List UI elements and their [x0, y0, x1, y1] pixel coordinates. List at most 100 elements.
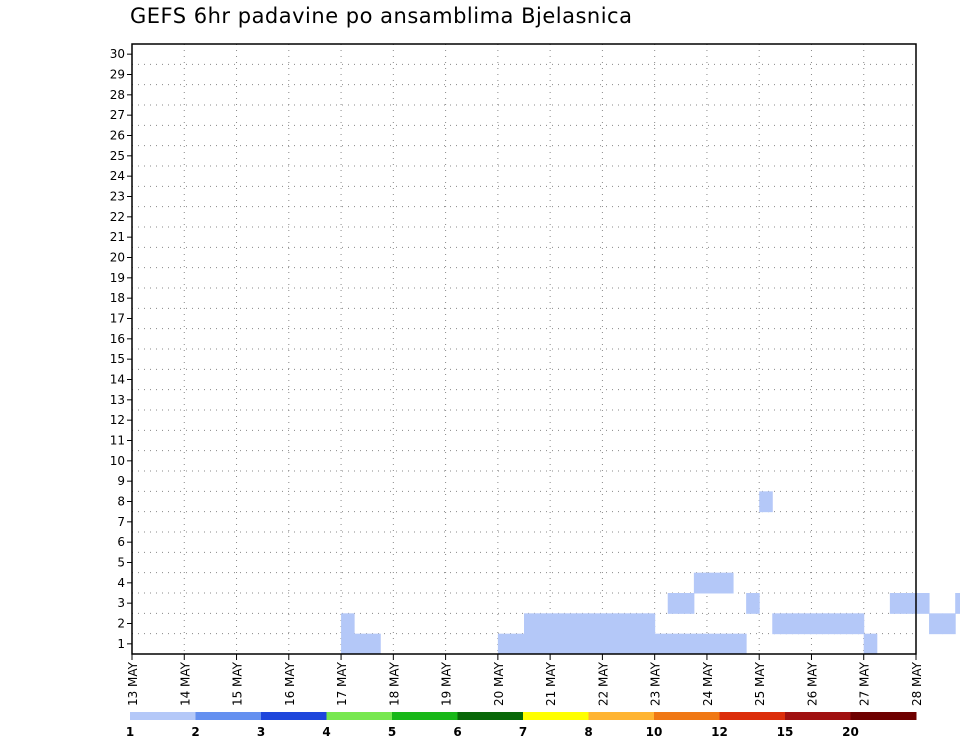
- y-tick-label: 29: [110, 68, 125, 82]
- y-tick-label: 9: [117, 474, 125, 488]
- colorbar-label: 20: [842, 725, 859, 739]
- heatmap-cell: [759, 491, 773, 513]
- heatmap-cell: [942, 613, 956, 635]
- y-tick-label: 10: [110, 454, 125, 468]
- heatmap-cell: [667, 593, 682, 614]
- x-tick-label: 22 MAY: [596, 661, 610, 706]
- heatmap-cell: [628, 633, 643, 655]
- heatmap-cell: [576, 613, 590, 635]
- colorbar-label: 7: [519, 725, 527, 739]
- colorbar-label: 5: [388, 725, 396, 739]
- y-tick-label: 7: [117, 515, 125, 529]
- heatmap-cell: [693, 572, 708, 594]
- heatmap-cell: [824, 613, 839, 635]
- y-tick-label: 20: [110, 251, 125, 265]
- heatmap-cell: [863, 633, 878, 655]
- colorbar-segment: [392, 712, 458, 720]
- y-tick-label: 21: [110, 230, 125, 244]
- heatmap-cell: [667, 633, 682, 655]
- y-tick-label: 3: [117, 596, 125, 610]
- y-tick-label: 26: [110, 129, 125, 143]
- x-tick-label: 16 MAY: [283, 661, 297, 706]
- colorbar-label: 4: [322, 725, 330, 739]
- y-tick-label: 11: [110, 434, 125, 448]
- x-tick-label: 15 MAY: [231, 661, 245, 706]
- colorbar-label: 10: [646, 725, 663, 739]
- y-tick-label: 17: [110, 312, 125, 326]
- heatmap-cell: [589, 613, 603, 635]
- heatmap-cell: [850, 613, 865, 635]
- y-tick-label: 5: [117, 556, 125, 570]
- y-tick-label: 2: [117, 617, 125, 631]
- x-tick-label: 14 MAY: [178, 661, 192, 706]
- y-tick-label: 25: [110, 149, 125, 163]
- heatmap-cell: [602, 613, 616, 635]
- heatmap-cell: [563, 633, 577, 655]
- heatmap-cell: [811, 613, 826, 635]
- heatmap-cell: [510, 633, 525, 655]
- colorbar-segment: [719, 712, 786, 720]
- heatmap-cell: [354, 633, 368, 655]
- heatmap-cell: [733, 633, 747, 655]
- y-tick-label: 24: [110, 169, 125, 183]
- chart-title: GEFS 6hr padavine po ansamblima Bjelasni…: [130, 4, 633, 28]
- heatmap-cell: [720, 633, 734, 655]
- heatmap-cell: [772, 613, 786, 635]
- colorbar-segment: [457, 712, 524, 720]
- heatmap-cell: [524, 613, 538, 635]
- x-tick-label: 18 MAY: [387, 661, 401, 706]
- x-tick-label: 26 MAY: [805, 661, 819, 706]
- y-tick-label: 18: [110, 291, 125, 305]
- x-tick-label: 20 MAY: [492, 661, 506, 706]
- heatmap-cell: [537, 613, 551, 635]
- heatmap-cell: [916, 593, 930, 614]
- colorbar-label: 6: [453, 725, 461, 739]
- colorbar-segment: [588, 712, 655, 720]
- y-tick-label: 1: [117, 637, 125, 651]
- heatmap-cell: [929, 613, 943, 635]
- x-tick-label: 23 MAY: [649, 661, 663, 706]
- y-tick-label: 27: [110, 108, 125, 122]
- heatmap-cell: [706, 572, 721, 594]
- heatmap-cell: [537, 633, 551, 655]
- colorbar-segment: [130, 712, 196, 720]
- heatmap-cell: [524, 633, 538, 655]
- y-tick-label: 15: [110, 352, 125, 366]
- heatmap-cell: [550, 613, 564, 635]
- plot-frame: [131, 43, 917, 655]
- heatmap-cell: [706, 633, 721, 655]
- y-tick-label: 22: [110, 210, 125, 224]
- y-tick-label: 16: [110, 332, 125, 346]
- heatmap-cell: [785, 613, 799, 635]
- heatmap-cell: [602, 633, 616, 655]
- x-tick-label: 21 MAY: [544, 661, 558, 706]
- colorbar-label: 15: [777, 725, 794, 739]
- colorbar-segment: [326, 712, 393, 720]
- heatmap-cell: [341, 613, 355, 635]
- heatmap-cell: [720, 572, 734, 594]
- x-tick-label: 27 MAY: [858, 661, 872, 706]
- heatmap-cell: [615, 633, 630, 655]
- heatmap-cell: [615, 613, 630, 635]
- x-tick-label: 28 MAY: [910, 661, 924, 706]
- heatmap-cell: [680, 593, 695, 614]
- heatmap-cell: [589, 633, 603, 655]
- colorbar-segment: [850, 712, 917, 720]
- heatmap-cell: [902, 593, 917, 614]
- y-tick-label: 14: [110, 373, 125, 387]
- y-tick-label: 6: [117, 535, 125, 549]
- heatmap-cell: [497, 633, 512, 655]
- heatmap-cell: [889, 593, 904, 614]
- y-tick-label: 8: [117, 495, 125, 509]
- y-tick-label: 28: [110, 88, 125, 102]
- heatmap-cell: [680, 633, 695, 655]
- heatmap-cell: [693, 633, 708, 655]
- y-tick-label: 4: [117, 576, 125, 590]
- heatmap-cell: [341, 633, 355, 655]
- colorbar-label: 8: [584, 725, 592, 739]
- x-tick-label: 17 MAY: [335, 661, 349, 706]
- heatmap-cell: [367, 633, 381, 655]
- colorbar-label: 1: [126, 725, 134, 739]
- colorbar-segment: [654, 712, 720, 720]
